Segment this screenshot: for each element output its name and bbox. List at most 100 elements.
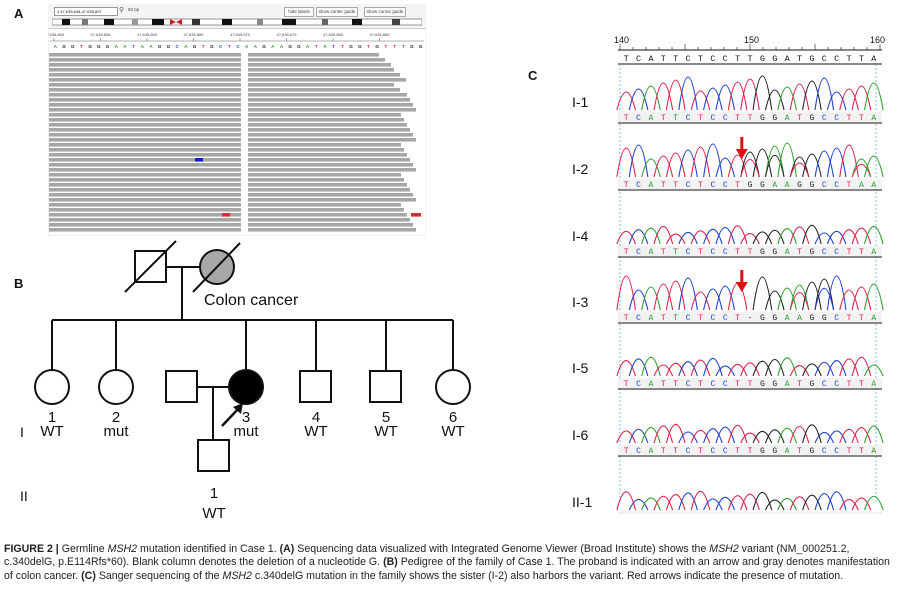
called-base: A: [785, 114, 790, 123]
show-cursor-guide-button[interactable]: show cursor guide: [364, 7, 406, 17]
called-base: A: [649, 181, 654, 190]
chromatogram-peak: [715, 84, 736, 111]
aligned-read: [49, 93, 407, 97]
mismatch-base: [411, 213, 421, 217]
reference-base: G: [297, 44, 301, 49]
deletion-gap: [241, 147, 248, 152]
chromatogram-peak: [764, 145, 785, 178]
reference-base: A: [54, 44, 58, 49]
chromatogram-peak: [641, 158, 661, 178]
chromatogram-peak: [727, 363, 748, 377]
deletion-gap: [241, 172, 248, 177]
chromatogram-peak: [789, 365, 810, 377]
igv-locus-field[interactable]: 2:47,635,648-47,635,697: [54, 7, 118, 16]
reference-base: G: [288, 44, 292, 49]
reference-base: T: [132, 44, 135, 49]
position-label: 160: [870, 35, 885, 45]
chromatogram-peak: [665, 280, 686, 311]
chromatogram-peak: [802, 424, 822, 444]
chromatogram-peak: [752, 360, 773, 377]
reference-base: T: [402, 44, 405, 49]
basecall-strip: [618, 312, 882, 322]
called-base: T: [735, 248, 740, 257]
chromatogram-peak: [665, 79, 686, 111]
chromatogram-peak: [715, 285, 736, 311]
called-base: G: [760, 114, 765, 123]
chromatogram-peak: [653, 155, 674, 178]
called-base: T: [624, 181, 629, 190]
called-base: T: [698, 181, 703, 190]
called-base: A: [871, 248, 876, 257]
called-base: A: [785, 447, 790, 456]
chromatogram-peak: [777, 287, 797, 311]
aligned-read: [49, 123, 407, 127]
called-base: C: [834, 380, 839, 389]
reference-base: A: [271, 44, 275, 49]
chromatogram-peak: [839, 358, 859, 377]
generation-label: II: [20, 488, 28, 504]
called-base: T: [859, 447, 864, 456]
chromatogram-peak: [789, 226, 810, 245]
chromatogram-peak: [703, 87, 723, 111]
called-base: T: [673, 114, 678, 123]
deletion-gap: [241, 107, 248, 112]
chromatogram-peak: [851, 286, 872, 311]
called-base: A: [859, 181, 864, 190]
reference-base: T: [673, 54, 678, 64]
chromatogram-peak: [665, 494, 686, 511]
chromatogram-peak: [703, 357, 723, 377]
aligned-read: [49, 108, 416, 112]
chromatogram-peak: [851, 163, 872, 178]
chromatogram-peak: [826, 147, 847, 178]
chromatogram-peak: [678, 492, 698, 511]
chromosome-ideogram: [52, 18, 422, 26]
chromatogram-peak: [814, 492, 835, 511]
reference-base: A: [280, 44, 284, 49]
chromatogram-peak: [814, 432, 835, 444]
chromatogram-peak: [727, 154, 748, 178]
chromatogram-peak: [727, 81, 748, 111]
caption-gene: MSH2: [709, 543, 739, 555]
called-base: T: [661, 380, 666, 389]
called-base: C: [636, 114, 641, 123]
reference-base: C: [686, 54, 691, 64]
reference-base: T: [228, 44, 231, 49]
caption-gene: MSH2: [107, 543, 138, 555]
called-base: T: [847, 447, 852, 456]
called-base: A: [871, 114, 876, 123]
chromatogram-peak: [752, 231, 773, 245]
chromatogram-peak: [665, 423, 686, 444]
called-base: T: [797, 380, 802, 389]
deletion-gap: [241, 57, 248, 62]
reference-base: A: [245, 44, 249, 49]
chromatogram-peak: [616, 275, 637, 311]
chromatogram-peak: [851, 227, 872, 245]
called-base: T: [661, 314, 666, 323]
called-base: G: [760, 314, 765, 323]
called-base: T: [847, 380, 852, 389]
called-base: A: [785, 181, 790, 190]
chromatogram-peak: [839, 289, 859, 311]
chromatogram-peak: [703, 288, 723, 311]
chromatogram-peak: [740, 233, 760, 245]
chromatogram-peak: [851, 158, 872, 178]
chromatogram-peak: [628, 428, 649, 444]
reference-base: G: [210, 44, 214, 49]
aligned-read: [49, 218, 410, 222]
sample-label: I-2: [572, 161, 589, 177]
called-base: A: [785, 248, 790, 257]
chromatogram-peak: [641, 497, 661, 511]
deletion-gap: [241, 72, 248, 77]
show-center-guide-button[interactable]: show center guide: [316, 7, 358, 17]
caption-panel-b: (B): [383, 556, 398, 569]
basecall-strip: [618, 179, 882, 189]
deletion-gap: [241, 127, 248, 132]
called-base: T: [859, 248, 864, 257]
search-icon[interactable]: ⚲: [119, 7, 125, 14]
chromatogram-peak: [715, 157, 736, 178]
deletion-gap: [241, 122, 248, 127]
deletion-gap: [241, 112, 248, 117]
hide-labels-button[interactable]: hide labels: [284, 7, 314, 17]
called-base: G: [797, 181, 802, 190]
chromatogram-peak: [777, 228, 797, 245]
